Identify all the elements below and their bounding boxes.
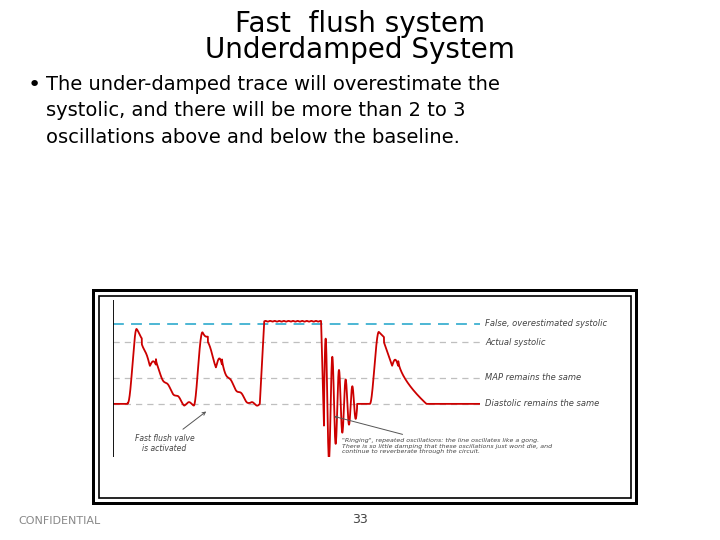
Text: •: • [28,75,41,95]
Text: Fast flush valve
is activated: Fast flush valve is activated [135,412,205,453]
Text: Fast  flush system: Fast flush system [235,10,485,38]
Bar [92,289,638,505]
Text: "Ringing", repeated oscillations: the line oscillates like a gong.
There is so l: "Ringing", repeated oscillations: the li… [335,416,552,455]
Text: 33: 33 [352,513,368,526]
Text: MAP remains the same: MAP remains the same [485,373,581,382]
Text: Diastolic remains the same: Diastolic remains the same [485,400,599,408]
Bar [95,292,635,502]
Text: Underdamped System: Underdamped System [205,36,515,64]
Text: CONFIDENTIAL: CONFIDENTIAL [18,516,100,526]
Text: The under-damped trace will overestimate the
systolic, and there will be more th: The under-damped trace will overestimate… [46,75,500,147]
Text: False, overestimated systolic: False, overestimated systolic [485,319,607,328]
Text: Actual systolic: Actual systolic [485,338,546,347]
Bar [99,296,631,498]
